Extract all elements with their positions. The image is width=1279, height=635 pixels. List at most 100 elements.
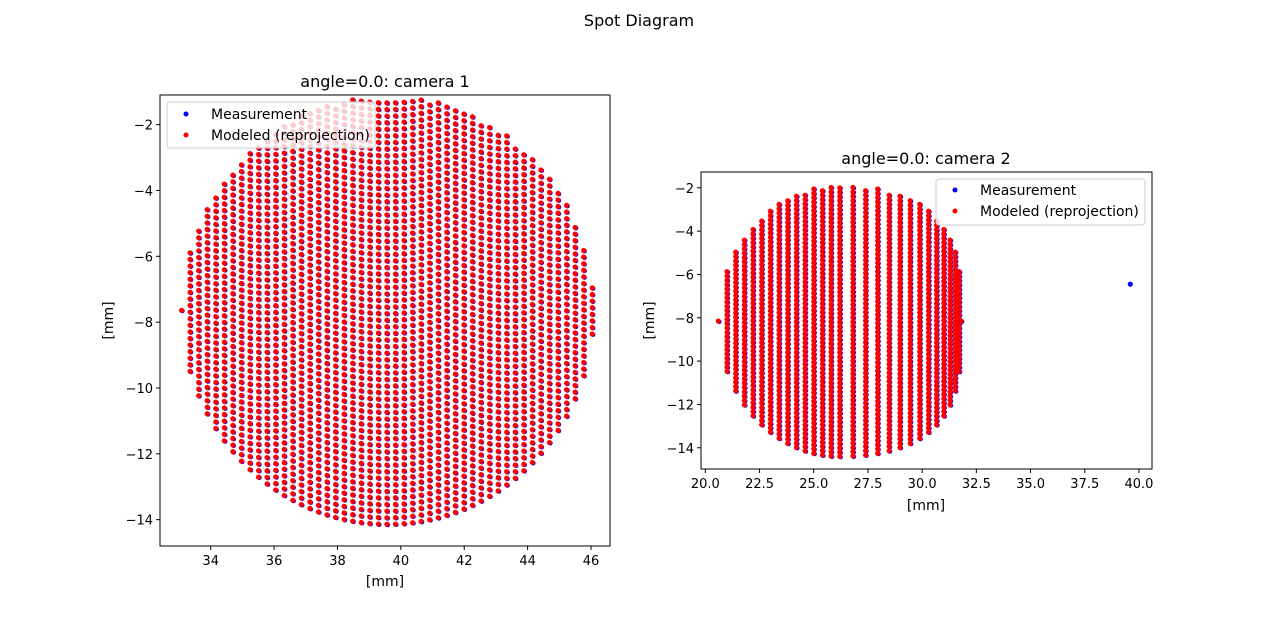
modeled-point (332, 481, 339, 488)
modeled-point (452, 509, 458, 515)
modeled-point (341, 404, 347, 411)
modeled-point (495, 455, 501, 461)
modeled-point (418, 235, 424, 241)
modeled-point (384, 389, 390, 396)
modeled-point (409, 289, 416, 295)
modeled-point (392, 159, 399, 165)
modeled-point (350, 182, 356, 189)
modeled-point (444, 216, 450, 222)
modeled-point (444, 479, 450, 485)
modeled-point (332, 508, 339, 514)
modeled-point (332, 409, 339, 415)
modeled-point (247, 414, 253, 420)
modeled-point (315, 482, 322, 489)
modeled-point (478, 340, 484, 346)
modeled-point (427, 253, 433, 259)
modeled-point (247, 249, 253, 255)
modeled-point (512, 258, 518, 264)
modeled-point (486, 407, 493, 414)
modeled-point (401, 481, 407, 487)
modeled-point (435, 376, 441, 383)
modeled-point (367, 277, 373, 283)
modeled-point (273, 224, 279, 230)
modeled-point (315, 443, 322, 449)
modeled-point (298, 153, 304, 159)
modeled-point (230, 383, 236, 389)
modeled-point (384, 166, 390, 172)
modeled-point (478, 169, 484, 175)
modeled-point (529, 334, 535, 340)
modeled-point (273, 388, 279, 394)
modeled-point (298, 284, 304, 290)
modeled-point (384, 126, 390, 132)
modeled-point (290, 273, 296, 280)
modeled-point (538, 305, 544, 311)
modeled-point (290, 366, 296, 372)
modeled-point (221, 365, 227, 372)
modeled-point (187, 256, 193, 262)
modeled-point (332, 369, 339, 376)
modeled-point (461, 394, 467, 400)
modeled-point (512, 304, 518, 310)
modeled-point (478, 472, 484, 478)
modeled-point (418, 163, 424, 169)
modeled-point (563, 235, 570, 241)
modeled-point (495, 461, 501, 468)
modeled-point (529, 170, 535, 176)
modeled-point (538, 378, 544, 384)
modeled-point (504, 442, 510, 448)
modeled-point (332, 389, 339, 395)
modeled-point (444, 492, 450, 499)
modeled-point (461, 210, 467, 216)
modeled-point (204, 338, 210, 344)
modeled-point (315, 318, 322, 324)
modeled-point (358, 328, 364, 335)
modeled-point (221, 194, 227, 200)
modeled-point (341, 352, 347, 358)
modeled-point (375, 495, 381, 501)
modeled-point (495, 251, 501, 257)
modeled-point (486, 124, 493, 131)
modeled-point (409, 421, 416, 427)
modeled-point (187, 362, 193, 368)
modeled-point (409, 217, 416, 223)
modeled-point (375, 304, 381, 310)
modeled-point (375, 396, 381, 402)
modeled-point (255, 217, 262, 223)
modeled-point (392, 350, 399, 356)
modeled-point (521, 165, 527, 171)
modeled-point (469, 410, 476, 416)
modeled-point (504, 455, 510, 462)
modeled-point (538, 404, 544, 410)
modeled-point (273, 296, 279, 302)
modeled-point (486, 236, 493, 242)
modeled-point (264, 389, 270, 395)
modeled-point (238, 353, 245, 359)
modeled-point (255, 303, 262, 309)
modeled-point (452, 470, 458, 476)
modeled-point (213, 234, 219, 241)
modeled-point (238, 346, 245, 352)
modeled-point (213, 201, 219, 208)
modeled-point (512, 330, 518, 336)
modeled-point (435, 383, 441, 389)
modeled-point (213, 267, 219, 273)
modeled-point (247, 440, 253, 446)
modeled-point (384, 159, 390, 165)
modeled-point (290, 418, 296, 424)
modeled-point (486, 381, 493, 387)
modeled-point (409, 315, 416, 322)
modeled-point (341, 385, 347, 391)
modeled-point (255, 184, 262, 191)
modeled-point (521, 198, 527, 204)
modeled-point (213, 392, 219, 399)
modeled-point (546, 439, 553, 446)
modeled-point (298, 172, 304, 179)
modeled-point (572, 376, 578, 382)
modeled-point (332, 435, 339, 441)
modeled-point (538, 364, 544, 371)
modeled-point (392, 106, 399, 112)
modeled-point (469, 265, 476, 271)
modeled-point (247, 355, 253, 361)
modeled-point (469, 212, 476, 219)
